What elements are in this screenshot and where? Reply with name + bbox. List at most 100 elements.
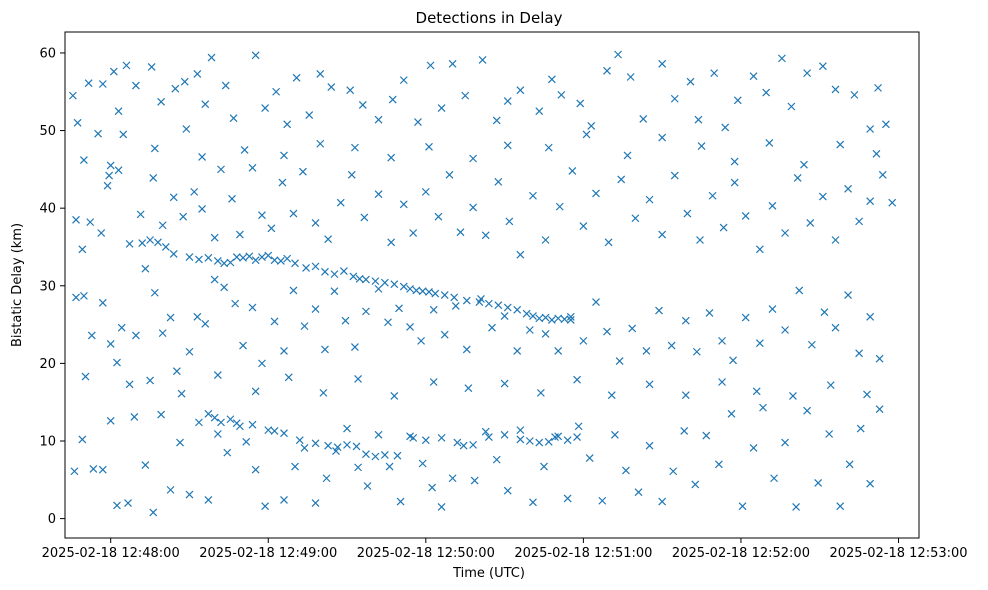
detection-marker <box>105 171 114 180</box>
detection-marker <box>814 478 823 487</box>
detection-marker <box>235 422 244 431</box>
detection-marker <box>232 253 241 261</box>
detection-marker <box>836 502 845 511</box>
detection-marker <box>387 238 396 247</box>
detection-marker <box>258 253 266 261</box>
detection-marker <box>755 339 764 348</box>
detection-marker <box>503 303 512 312</box>
detection-marker <box>161 243 170 251</box>
detection-marker <box>765 139 774 147</box>
detection-marker <box>355 274 364 283</box>
detection-marker <box>261 104 270 112</box>
detection-marker <box>350 343 359 352</box>
detection-marker <box>535 107 544 116</box>
detection-marker <box>481 231 490 240</box>
detection-marker <box>557 90 566 99</box>
detection-marker <box>204 496 213 504</box>
detection-marker <box>124 499 132 508</box>
detection-marker <box>98 80 107 88</box>
detection-marker <box>445 170 454 179</box>
detection-marker <box>149 508 158 517</box>
detection-marker <box>311 218 320 227</box>
detection-marker <box>131 331 140 340</box>
detection-marker <box>267 224 276 233</box>
detection-marker <box>409 229 418 237</box>
detection-marker <box>803 406 812 415</box>
detection-marker <box>393 451 402 460</box>
detection-marker <box>721 123 730 132</box>
detection-marker <box>714 460 723 469</box>
detection-marker <box>525 326 534 334</box>
detection-marker <box>573 433 582 442</box>
detection-marker <box>154 238 162 247</box>
detection-marker <box>516 86 525 95</box>
detection-marker <box>240 146 249 154</box>
detection-marker <box>248 163 257 172</box>
detection-marker <box>500 430 509 439</box>
detection-marker <box>141 461 150 469</box>
detection-marker <box>264 426 273 435</box>
detection-marker <box>371 277 380 286</box>
detection-marker <box>300 444 309 452</box>
detection-marker <box>500 379 509 388</box>
detection-marker <box>98 465 107 474</box>
detection-marker <box>789 392 797 400</box>
detection-marker <box>478 56 487 64</box>
detection-marker <box>231 299 240 308</box>
detection-marker <box>513 347 522 355</box>
detection-marker <box>106 416 115 425</box>
detection-marker <box>615 357 624 365</box>
detection-marker <box>628 324 637 333</box>
detection-marker <box>346 86 355 95</box>
detection-marker <box>86 218 95 227</box>
detection-marker <box>343 440 351 449</box>
detection-marker <box>464 384 473 393</box>
detection-marker <box>541 313 550 322</box>
detection-marker <box>680 426 689 435</box>
detection-marker <box>488 323 496 332</box>
detection-marker <box>535 438 544 447</box>
detection-marker <box>749 72 758 81</box>
detection-marker <box>516 250 525 259</box>
detection-marker <box>339 267 348 275</box>
detection-marker <box>213 430 222 438</box>
y-tick-label: 50 <box>39 124 56 139</box>
detection-marker <box>336 198 345 207</box>
detection-marker <box>730 178 739 187</box>
detection-marker <box>330 270 339 279</box>
detection-marker <box>503 141 512 150</box>
detection-marker <box>217 418 225 427</box>
detection-marker <box>122 61 131 70</box>
detection-marker <box>322 474 331 483</box>
detection-marker <box>459 441 468 450</box>
detection-marker <box>418 459 427 468</box>
detection-marker <box>681 316 690 325</box>
detection-marker <box>324 441 333 450</box>
detection-marker <box>566 312 575 321</box>
detection-marker <box>729 356 737 365</box>
detection-marker <box>481 427 490 436</box>
detection-marker <box>421 187 430 196</box>
detection-marker <box>179 212 188 221</box>
detection-marker <box>258 359 266 368</box>
detection-marker <box>399 200 408 209</box>
detection-marker <box>522 309 531 318</box>
detection-marker <box>396 497 405 506</box>
detection-marker <box>106 340 115 348</box>
detection-marker <box>450 293 459 302</box>
detection-marker <box>560 315 569 324</box>
detection-marker <box>283 120 292 129</box>
detection-marker <box>220 283 229 292</box>
detection-marker <box>141 264 150 273</box>
detection-marker <box>686 77 695 86</box>
detection-marker <box>223 448 232 457</box>
detection-marker <box>278 178 287 187</box>
detection-marker <box>343 424 351 433</box>
detection-marker <box>295 436 304 445</box>
detection-marker <box>850 90 859 99</box>
detection-marker <box>395 304 403 313</box>
detection-marker <box>733 96 742 105</box>
detection-marker <box>239 253 247 262</box>
x-tick-label: 2025-02-18 12:53:00 <box>829 546 967 561</box>
detection-marker <box>554 347 563 355</box>
